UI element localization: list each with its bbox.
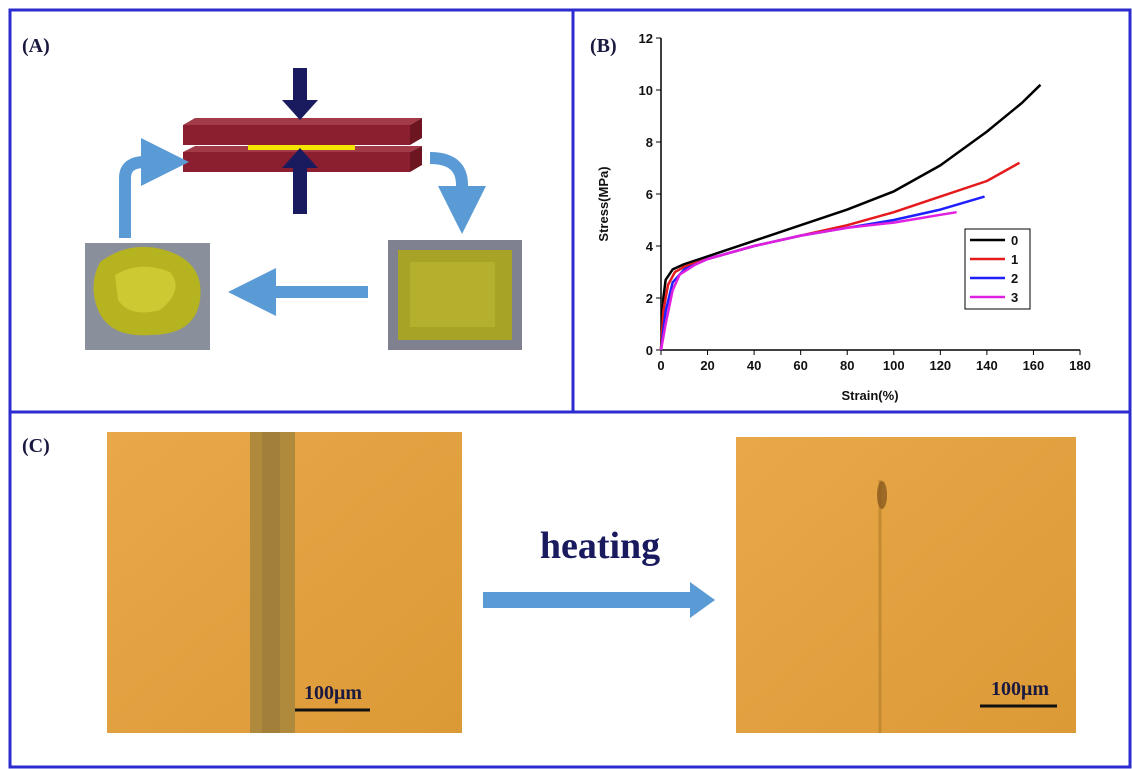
x-axis-label: Strain(%): [841, 388, 898, 403]
x-tick-label: 80: [840, 358, 854, 373]
y-tick-label: 8: [646, 135, 653, 150]
data-line: [661, 85, 1040, 350]
y-tick-label: 2: [646, 291, 653, 306]
panel-label: (B): [590, 35, 617, 57]
x-tick-label: 100: [883, 358, 905, 373]
legend-label: 1: [1011, 252, 1018, 267]
micrographs: [107, 432, 1076, 733]
x-tick-label: 180: [1069, 358, 1091, 373]
y-axis-label: Stress(MPa): [596, 166, 611, 241]
y-tick-label: 10: [639, 83, 653, 98]
y-tick-label: 0: [646, 343, 653, 358]
x-tick-label: 40: [747, 358, 761, 373]
press-diagram: [85, 68, 522, 350]
y-tick-label: 6: [646, 187, 653, 202]
data-line: [661, 197, 985, 350]
x-tick-label: 140: [976, 358, 998, 373]
x-tick-label: 60: [793, 358, 807, 373]
y-tick-label: 4: [646, 239, 654, 254]
panel-label: (A): [22, 35, 50, 57]
legend-label: 2: [1011, 271, 1018, 286]
x-tick-label: 0: [657, 358, 664, 373]
legend-label: 3: [1011, 290, 1018, 305]
scale-bar-label: 100μm: [304, 682, 362, 704]
figure: (A) (B) Strain(%) Stress(MPa) 0204060801…: [0, 0, 1132, 769]
scale-bar-label: 100μm: [991, 678, 1049, 700]
x-tick-label: 160: [1023, 358, 1045, 373]
arrow-text: heating: [540, 525, 660, 567]
panel-label: (C): [22, 435, 50, 457]
x-tick-label: 20: [700, 358, 714, 373]
legend-label: 0: [1011, 233, 1018, 248]
x-tick-label: 120: [929, 358, 951, 373]
y-tick-label: 12: [639, 31, 653, 46]
